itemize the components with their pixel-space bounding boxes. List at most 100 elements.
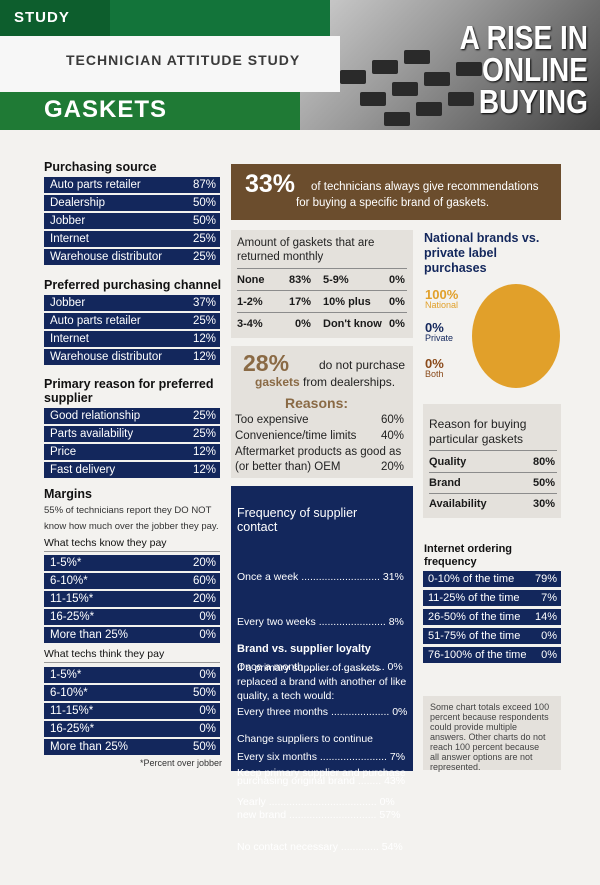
title-line: Amount of gaskets that are xyxy=(237,237,375,249)
table-row: More than 25% 0% xyxy=(44,627,220,643)
table-row: 16-25%* 0% xyxy=(44,609,220,625)
row-value: 0% xyxy=(199,611,216,623)
loyalty-intro: If a primary supplier of gaskets replace… xyxy=(237,661,406,703)
legend-percent: 100% xyxy=(425,287,459,302)
row-label: 16-25%* xyxy=(50,723,95,735)
table-row: 11-25% of the time 7% xyxy=(423,590,561,606)
table-row: 11-15%* 0% xyxy=(44,703,220,719)
table-row: 6-10%* 60% xyxy=(44,573,220,589)
row-value: 87% xyxy=(192,179,216,191)
legend-label: National xyxy=(425,300,459,310)
cell-label: None xyxy=(237,274,265,286)
cell-value: 0% xyxy=(295,318,311,330)
table-row: More than 25% 50% xyxy=(44,739,220,755)
list-item: Every two weeks ....................... … xyxy=(237,616,404,628)
reason-label: Too expensive xyxy=(235,414,309,426)
text-line: Keep primary supplier and purchase xyxy=(237,767,406,779)
row-value: 0% xyxy=(199,669,216,681)
loyalty-answer: Keep primary supplier and purchase new b… xyxy=(237,738,406,850)
table-row: Auto parts retailer 25% xyxy=(44,313,220,329)
divider xyxy=(44,551,220,552)
divider xyxy=(237,290,407,291)
title-line: frequency xyxy=(424,556,477,568)
row-value: 20% xyxy=(192,593,216,605)
subtitle-bar xyxy=(0,36,340,92)
list-item: Once a week ........................... … xyxy=(237,571,404,583)
table-row: Parts availability 25% xyxy=(44,426,220,442)
note-line: could provide multiple xyxy=(430,722,518,732)
row-label: Auto parts retailer xyxy=(50,315,141,327)
reasons-title: Reasons: xyxy=(285,395,349,411)
row-value: 25% xyxy=(192,410,216,422)
table-row: Jobber 37% xyxy=(44,295,220,311)
note-line: represented. xyxy=(430,762,481,772)
reason-label: (or better than) OEM xyxy=(235,461,341,473)
table-row: 26-50% of the time 14% xyxy=(423,609,561,625)
page-subtitle: TECHNICIAN ATTITUDE STUDY xyxy=(66,52,301,68)
note-line: know how much over the jobber they pay. xyxy=(44,521,219,532)
row-label: 6-10%* xyxy=(50,687,88,699)
cell-value: 17% xyxy=(289,296,312,308)
note-line: percent because respondents xyxy=(430,712,549,722)
row-label: Quality xyxy=(429,456,467,468)
row-label: Fast delivery xyxy=(50,464,116,476)
text-line: If a primary supplier of gaskets xyxy=(237,662,380,674)
list-item: Once a month ...........................… xyxy=(237,661,403,673)
row-label: Auto parts retailer xyxy=(50,179,141,191)
cell-label: 10% plus xyxy=(323,296,371,308)
row-value: 50% xyxy=(192,687,216,699)
note-text: Some chart totals exceed 100 percent bec… xyxy=(430,702,549,772)
table-row: Jobber 50% xyxy=(44,213,220,229)
table-row: 6-10%* 50% xyxy=(44,685,220,701)
title-line: Primary reason for preferred xyxy=(44,377,214,391)
national-brands-title: National brands vs. private label purcha… xyxy=(424,231,539,276)
preferred-channel-title: Preferred purchasing channel xyxy=(44,278,222,292)
row-label: 6-10%* xyxy=(50,575,88,587)
headline-line: ONLINE xyxy=(482,51,588,88)
dealership-text: do not purchase xyxy=(319,358,406,372)
divider xyxy=(429,493,557,494)
row-label: 16-25%* xyxy=(50,611,95,623)
margins-note: 55% of technicians report they DO NOT kn… xyxy=(44,503,219,535)
amount-title: Amount of gaskets that are returned mont… xyxy=(237,236,374,264)
divider xyxy=(429,450,557,451)
legend-item: 100% National xyxy=(425,287,458,310)
legend-label: Both xyxy=(425,369,444,379)
row-label: Parts availability xyxy=(50,428,134,440)
row-value: 12% xyxy=(192,333,216,345)
row-value: 14% xyxy=(534,611,557,623)
list-item: Yearly .................................… xyxy=(237,796,395,808)
title-line: supplier xyxy=(44,391,93,405)
table-row: Fast delivery 12% xyxy=(44,462,220,478)
row-value: 25% xyxy=(192,428,216,440)
legend-percent: 0% xyxy=(425,356,444,371)
title-line: National brands vs. xyxy=(424,231,540,245)
reason-value: 60% xyxy=(381,414,405,426)
row-value: 80% xyxy=(533,456,556,468)
row-label: Jobber xyxy=(50,297,86,309)
row-value: 25% xyxy=(192,233,216,245)
banner-text: of technicians always give recommendatio… xyxy=(311,181,539,193)
text-line: purchasing original brand ........ 43% xyxy=(237,775,406,787)
reason-value: 20% xyxy=(381,461,405,473)
note-line: Some chart totals exceed 100 xyxy=(430,702,550,712)
note-line: 55% of technicians report they DO NOT xyxy=(44,505,212,516)
dealership-percent: 28% xyxy=(243,350,290,376)
reason-buying-box: Reason for buying particular gaskets Qua… xyxy=(423,404,561,518)
know-title: What techs know they pay xyxy=(44,537,167,549)
margins-title: Margins xyxy=(44,487,92,501)
divider xyxy=(429,472,557,473)
dealership-text-line: gaskets from dealerships. xyxy=(255,375,395,389)
divider xyxy=(237,268,407,269)
cell-value: 0% xyxy=(389,296,405,308)
row-value: 50% xyxy=(192,197,216,209)
headline-line: A RISE IN xyxy=(459,19,588,56)
headline: A RISE IN ONLINE BUYING xyxy=(408,19,588,118)
text-line: replaced a brand with another of like xyxy=(237,676,407,688)
loyalty-title: Brand vs. supplier loyalty xyxy=(237,643,371,655)
table-row: Auto parts retailer 87% xyxy=(44,177,220,193)
dealership-box: 28% do not purchase gaskets from dealers… xyxy=(231,346,413,478)
row-label: 26-50% of the time xyxy=(428,611,521,623)
title-line: particular gaskets xyxy=(429,432,524,446)
title-line: Reason for buying xyxy=(429,417,527,431)
